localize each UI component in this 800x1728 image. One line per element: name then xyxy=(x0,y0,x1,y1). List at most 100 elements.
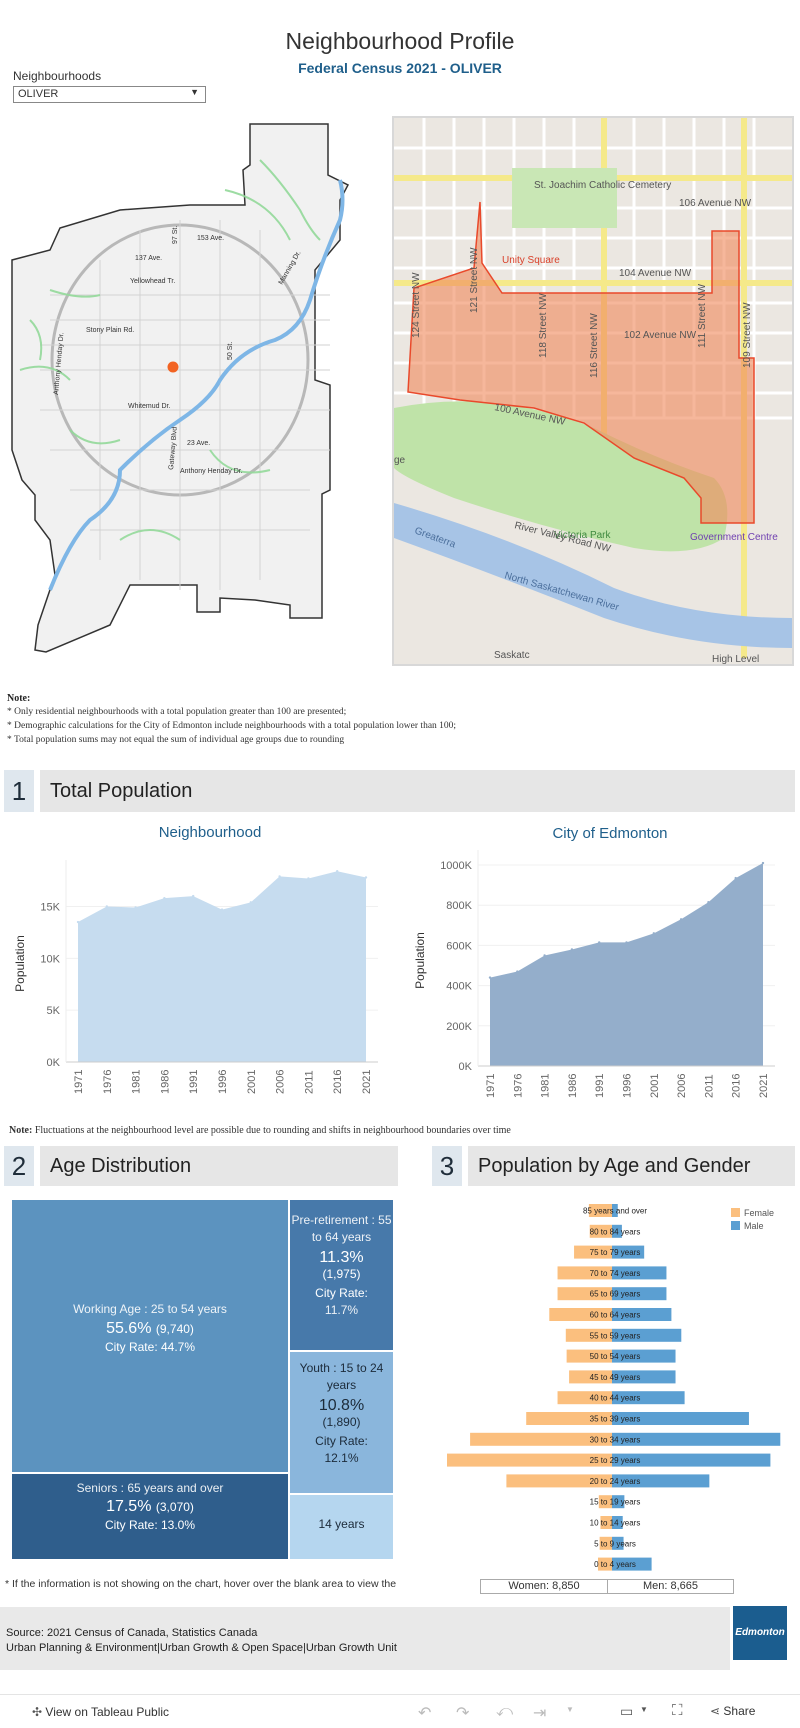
data-point xyxy=(76,920,80,924)
view-on-tableau-link[interactable]: ✣ View on Tableau Public xyxy=(32,1705,169,1719)
data-point xyxy=(364,876,368,879)
bar-female xyxy=(470,1432,612,1446)
treemap-cell-city-label: City Rate: xyxy=(315,1434,368,1448)
road-label: Gateway Blvd xyxy=(168,426,179,470)
bar-female xyxy=(526,1412,612,1425)
treemap-cell-children[interactable]: 14 years xyxy=(290,1495,393,1559)
city-population-chart[interactable]: 0K 200K 400K 600K 800K 1000K 1971 1976 1981 1986 1… xyxy=(410,840,795,1110)
x-tick-label: 2016 xyxy=(731,1074,743,1098)
map-label: High Level xyxy=(712,654,759,664)
legend-swatch-male xyxy=(731,1221,740,1230)
cemetery-area xyxy=(512,168,617,228)
data-point xyxy=(488,976,492,979)
map-label: ge xyxy=(394,455,406,466)
treemap-cell-city-rate: City Rate: 13.0% xyxy=(104,1518,196,1532)
bar-female xyxy=(557,1391,612,1405)
neighbourhood-boundary[interactable] xyxy=(407,201,755,524)
undo-icon[interactable]: ↶ xyxy=(418,1705,432,1722)
chart-title-neighbourhood: Neighbourhood xyxy=(158,824,262,841)
treemap-cell-youth[interactable]: Youth : 15 to 24 years 10.8% (1,890) Cit… xyxy=(290,1352,393,1493)
age-gender-pyramid[interactable]: 85 years and over 80 to 84 years 75 to 79 … xyxy=(425,1196,800,1576)
map-label: 102 Avenue NW xyxy=(624,330,697,341)
x-tick-label: 1971 xyxy=(73,1070,85,1094)
y-axis-label: Population xyxy=(13,935,27,992)
data-point xyxy=(307,877,310,880)
treemap-cell-pre-retirement[interactable]: Pre-retirement : 55 to 64 years 11.3% (1… xyxy=(290,1200,393,1350)
legend-label-female: Female xyxy=(744,1208,774,1218)
women-total: Women: 8,850 xyxy=(480,1579,608,1594)
street-map[interactable]: St. Joachim Catholic Cemetery 106 Avenue… xyxy=(392,116,794,666)
neighbourhood-dropdown[interactable]: OLIVER ▼ xyxy=(13,86,206,103)
data-point xyxy=(516,970,519,973)
y-tick-label: 0K xyxy=(47,1057,61,1069)
section-number: 1 xyxy=(4,770,34,812)
map-label: 111 Street NW xyxy=(697,283,708,348)
share-button[interactable]: ⋖ Share xyxy=(710,1704,755,1718)
treemap-cell-seniors[interactable]: Seniors : 65 years and over 17.5% (3,070… xyxy=(12,1474,288,1559)
bar-male xyxy=(612,1412,749,1425)
road-label: 23 Ave. xyxy=(187,440,210,447)
bar-female xyxy=(447,1453,612,1467)
bar-female xyxy=(565,1328,612,1342)
download-icon[interactable]: ▭ xyxy=(620,1703,634,1719)
data-point xyxy=(679,918,683,921)
map-label: St. Joachim Catholic Cemetery xyxy=(534,180,671,191)
river xyxy=(48,179,345,591)
map-label: Unity Square xyxy=(502,255,560,266)
fullscreen-icon[interactable]: ⛶ xyxy=(672,1702,683,1719)
filter-label: Neighbourhoods xyxy=(13,69,102,83)
bar-female xyxy=(588,1204,612,1217)
bar-female xyxy=(597,1557,612,1571)
age-group-label: 15 to 19 years xyxy=(590,1498,641,1507)
download-chevron-icon[interactable]: ▼ xyxy=(640,1705,648,1714)
chevron-down-icon: ▼ xyxy=(190,87,199,97)
bar-male xyxy=(612,1453,771,1467)
men-total: Men: 8,665 xyxy=(608,1579,734,1594)
tableau-icon: ✣ xyxy=(32,1705,43,1719)
bar-female xyxy=(574,1245,612,1259)
share-label: Share xyxy=(723,1704,756,1718)
y-tick-label: 10K xyxy=(40,953,60,965)
treemap-cell-working-age[interactable]: Working Age : 25 to 54 years 55.6% (9,74… xyxy=(12,1200,288,1472)
treemap-cell-count: (9,740) xyxy=(155,1322,194,1336)
revert-icon[interactable]: ⤺ xyxy=(496,1703,514,1720)
y-tick-label: 1000K xyxy=(440,860,472,872)
bar-male xyxy=(612,1370,676,1384)
treemap-cell-name: Pre-retirement : 55 to 64 years xyxy=(291,1213,392,1244)
chart-title-city: City of Edmonton xyxy=(552,825,668,842)
bar-male xyxy=(612,1287,667,1301)
treemap-cell-city-rate: City Rate: 44.7% xyxy=(104,1340,196,1354)
x-tick-label: 2011 xyxy=(703,1074,715,1098)
y-tick-label: 200K xyxy=(446,1021,472,1033)
bar-male xyxy=(612,1224,622,1238)
x-tick-label: 1976 xyxy=(512,1074,524,1098)
road-label: Yellowhead Tr. xyxy=(130,278,175,285)
age-treemap[interactable]: Working Age : 25 to 54 years 55.6% (9,74… xyxy=(12,1200,393,1559)
x-tick-label: 1991 xyxy=(594,1074,606,1098)
age-group-label: 0 to 4 years xyxy=(594,1560,636,1569)
x-tick-label: 1996 xyxy=(217,1070,229,1094)
y-tick-label: 400K xyxy=(446,981,472,993)
bar-female xyxy=(599,1536,612,1550)
note-item: * Only residential neighbourhoods with a… xyxy=(7,707,347,717)
y-axis-label: Population xyxy=(413,932,427,989)
bar-male xyxy=(612,1204,618,1217)
pause-menu-icon[interactable]: ▼ xyxy=(566,1705,574,1714)
map-label: 116 Street NW xyxy=(589,313,600,378)
bar-male xyxy=(612,1536,624,1550)
road-label: Anthony Henday Dr. xyxy=(180,468,243,475)
age-group-label: 85 years and over xyxy=(583,1207,647,1216)
treemap-cell-city-value: 12.1% xyxy=(324,1451,359,1465)
x-tick-label: 2016 xyxy=(332,1070,344,1094)
data-point xyxy=(625,941,628,944)
x-tick-label: 2021 xyxy=(361,1070,373,1094)
city-map[interactable]: Manning Dr. 153 Ave. 137 Ave. Yellowhead… xyxy=(10,120,385,655)
road-label: 137 Ave. xyxy=(135,255,162,262)
neighbourhood-location-marker[interactable] xyxy=(167,361,179,373)
refresh-icon[interactable]: ⇥ xyxy=(533,1705,547,1722)
bar-female xyxy=(598,1495,612,1509)
neighbourhood-population-chart[interactable]: 0K 5K 10K 15K 1971 1976 1981 1986 1991 1996 2001 20… xyxy=(10,840,385,1110)
data-point xyxy=(192,894,195,898)
redo-icon[interactable]: ↷ xyxy=(456,1705,470,1722)
treemap-cell-pct: 17.5% xyxy=(106,1498,152,1515)
